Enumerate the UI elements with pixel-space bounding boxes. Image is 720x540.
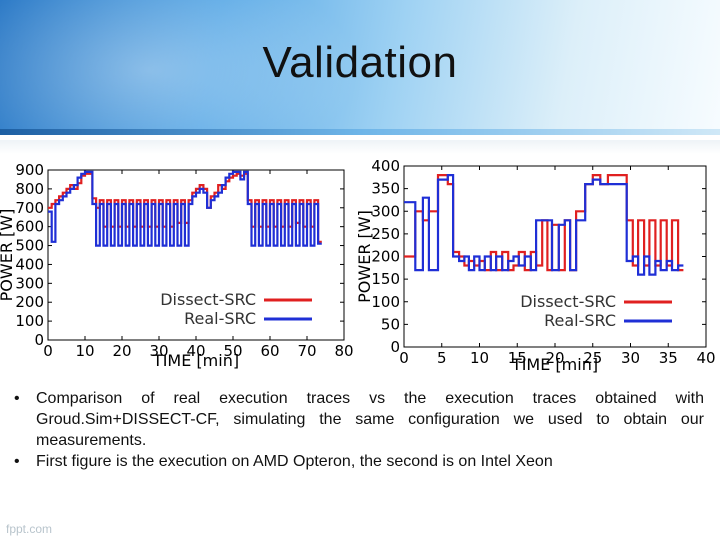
x-tick-label: 15	[508, 349, 527, 367]
x-tick-label: 20	[545, 349, 564, 367]
legend-label: Real-SRC	[544, 311, 616, 330]
watermark: fppt.com	[6, 522, 53, 536]
y-tick-label: 700	[15, 199, 44, 217]
legend-label: Dissect-SRC	[160, 290, 256, 309]
y-axis-label: POWER [W]	[356, 210, 374, 303]
y-tick-label: 400	[15, 255, 44, 273]
bullet-mark: •	[14, 453, 20, 470]
y-tick-label: 900	[15, 161, 44, 179]
series-line-dissect-src	[404, 174, 684, 272]
y-tick-label: 600	[15, 218, 44, 236]
bullet-mark: •	[14, 390, 20, 407]
chart-intel-xeon: 0 50 100 150 200 250 300 350 400 0 5 10 15 20 25 30 35 40…	[356, 157, 716, 374]
x-tick-label: 35	[659, 349, 678, 367]
header-divider	[0, 140, 720, 154]
x-axis-label: TIME [min]	[511, 355, 598, 374]
bullet-item-comparison: • Comparison of real execution traces vs…	[14, 388, 704, 451]
series-line-real-src	[48, 170, 322, 247]
x-tick-label: 50	[223, 342, 242, 360]
y-tick-label: 400	[371, 157, 400, 175]
x-tick-label: 30	[621, 349, 640, 367]
x-tick-label: 40	[696, 349, 715, 367]
x-tick-label: 30	[149, 342, 168, 360]
x-tick-label: 0	[43, 342, 53, 360]
bullet-item-figures: • First figure is the execution on AMD O…	[14, 451, 704, 472]
y-axis-label: POWER [W]	[0, 209, 16, 302]
bullet-text: Comparison of real execution traces vs t…	[36, 390, 704, 449]
slide-header: Validation	[0, 0, 720, 135]
legend-label: Dissect-SRC	[520, 292, 616, 311]
y-tick-label: 800	[15, 180, 44, 198]
y-tick-label: 0	[34, 331, 44, 349]
x-tick-label: 0	[399, 349, 409, 367]
bullet-list: • Comparison of real execution traces vs…	[14, 388, 704, 472]
y-tick-label: 200	[15, 293, 44, 311]
legend-label: Real-SRC	[184, 309, 256, 328]
y-tick-label: 100	[15, 312, 44, 330]
x-axis-label: TIME [min]	[152, 351, 239, 370]
x-tick-label: 10	[75, 342, 94, 360]
y-tick-label: 500	[15, 237, 44, 255]
y-tick-label: 200	[371, 248, 400, 266]
bullet-text: First figure is the execution on AMD Opt…	[36, 453, 553, 470]
x-tick-label: 5	[437, 349, 447, 367]
y-tick-label: 0	[390, 338, 400, 356]
y-tick-label: 300	[371, 202, 400, 220]
y-tick-label: 150	[371, 270, 400, 288]
x-tick-label: 80	[334, 342, 353, 360]
x-tick-label: 60	[260, 342, 279, 360]
x-tick-label: 10	[470, 349, 489, 367]
y-tick-label: 50	[381, 315, 400, 333]
x-tick-label: 40	[186, 342, 205, 360]
slide-title: Validation	[262, 38, 458, 87]
y-tick-label: 100	[371, 293, 400, 311]
plot-frame	[47, 169, 345, 341]
x-tick-label: 25	[583, 349, 602, 367]
x-tick-label: 20	[112, 342, 131, 360]
series-line-real-src	[404, 174, 684, 276]
x-tick-label: 70	[297, 342, 316, 360]
y-tick-label: 250	[371, 225, 400, 243]
y-tick-label: 350	[371, 180, 400, 198]
y-tick-label: 300	[15, 274, 44, 292]
